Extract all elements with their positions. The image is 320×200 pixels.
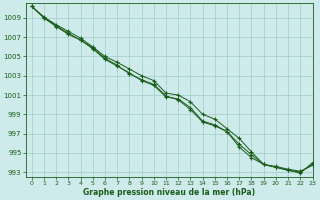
X-axis label: Graphe pression niveau de la mer (hPa): Graphe pression niveau de la mer (hPa) (83, 188, 255, 197)
